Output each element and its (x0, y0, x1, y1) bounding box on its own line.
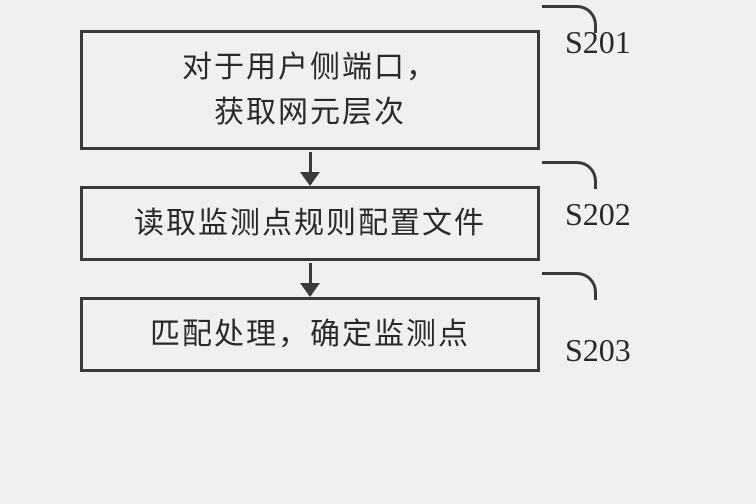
step-text-line: 获取网元层次 (103, 90, 517, 135)
arrow-container (80, 150, 540, 186)
arrow-container (80, 261, 540, 297)
step-text-line: 读取监测点规则配置文件 (103, 201, 517, 246)
step-box-s201: 对于用户侧端口， 获取网元层次 (80, 30, 540, 150)
arrow-down-icon (309, 152, 312, 184)
step-label-s201: S201 (565, 24, 631, 61)
connector-line (542, 272, 597, 300)
step-text-line: 匹配处理，确定监测点 (103, 312, 517, 357)
connector-line (542, 161, 597, 189)
step-label-s203: S203 (565, 332, 631, 369)
arrow-down-icon (309, 263, 312, 295)
step-label-s202: S202 (565, 196, 631, 233)
step-box-s202: 读取监测点规则配置文件 (80, 186, 540, 261)
step-text-line: 对于用户侧端口， (103, 45, 517, 90)
step-box-s203: 匹配处理，确定监测点 (80, 297, 540, 372)
